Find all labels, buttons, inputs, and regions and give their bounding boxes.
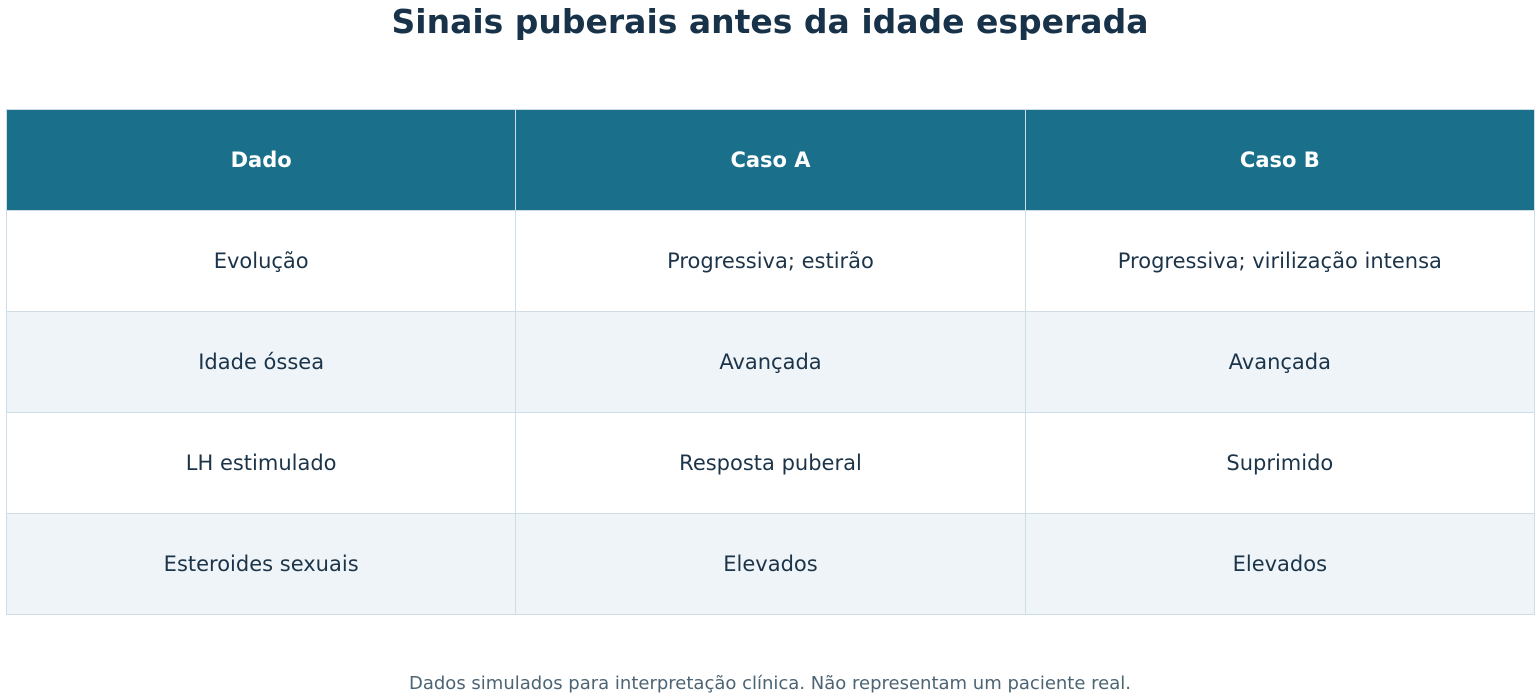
table-header-row: Dado Caso A Caso B bbox=[5, 109, 1536, 211]
table-cell: Avançada bbox=[515, 311, 1026, 413]
footnote: Dados simulados para interpretação clíni… bbox=[408, 673, 1131, 694]
table-cell: Suprimido bbox=[1024, 412, 1536, 514]
column-header: Caso B bbox=[1024, 109, 1536, 211]
table-row: Esteroides sexuais Elevados Elevados bbox=[5, 513, 1536, 615]
table-cell: Esteroides sexuais bbox=[5, 513, 517, 615]
table-cell: Elevados bbox=[515, 513, 1026, 615]
chart-title: Sinais puberais antes da idade esperada bbox=[391, 2, 1149, 41]
column-header: Caso A bbox=[515, 109, 1026, 211]
table-cell: Progressiva; virilização intensa bbox=[1024, 210, 1536, 312]
table-row: Idade óssea Avançada Avançada bbox=[5, 311, 1536, 413]
table-cell: Resposta puberal bbox=[515, 412, 1026, 514]
table-cell: Elevados bbox=[1024, 513, 1536, 615]
table-cell: Evolução bbox=[5, 210, 517, 312]
table-cell: LH estimulado bbox=[5, 412, 517, 514]
table-row: Evolução Progressiva; estirão Progressiv… bbox=[5, 210, 1536, 312]
column-header: Dado bbox=[5, 109, 517, 211]
data-table: Dado Caso A Caso B Evolução Progressiva;… bbox=[5, 109, 1536, 615]
table-cell: Idade óssea bbox=[5, 311, 517, 413]
table-cell: Progressiva; estirão bbox=[515, 210, 1026, 312]
table-cell: Avançada bbox=[1024, 311, 1536, 413]
table-row: LH estimulado Resposta puberal Suprimido bbox=[5, 412, 1536, 514]
